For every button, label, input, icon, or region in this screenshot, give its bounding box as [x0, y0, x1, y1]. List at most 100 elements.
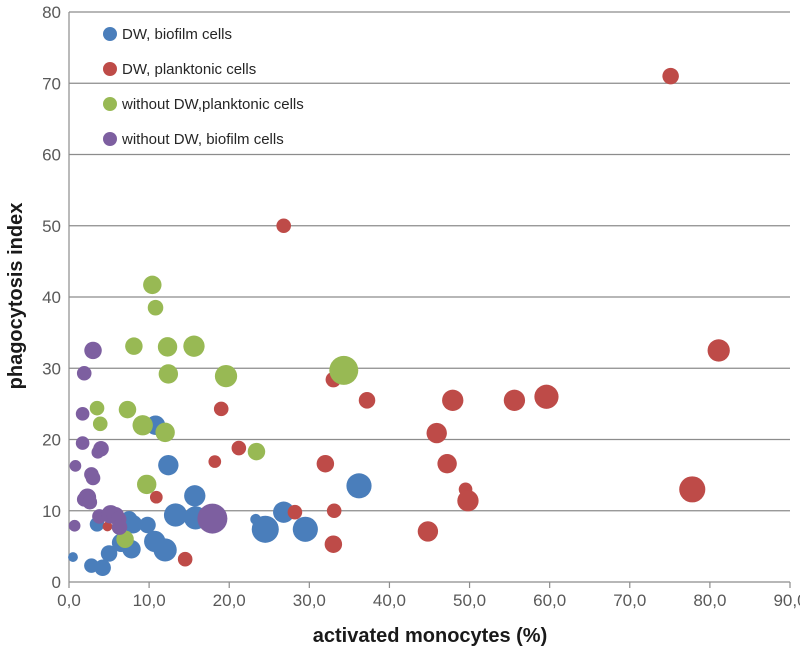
- legend-label: DW, planktonic cells: [122, 61, 256, 78]
- data-point: [273, 501, 295, 523]
- data-point: [143, 275, 162, 295]
- data-point: [100, 545, 118, 562]
- data-point: [137, 474, 157, 495]
- data-point: [247, 442, 266, 461]
- legend-marker: [103, 97, 117, 111]
- axes: 0 10 20 30 40 50 60 70 80 0,0 10,0 20,0 30,0 40,0 50,0…: [42, 3, 800, 610]
- data-point: [85, 470, 101, 486]
- data-point: [111, 519, 128, 535]
- y-tick-label: 0: [52, 573, 61, 592]
- data-point: [208, 455, 222, 468]
- legend-label: DW, biofilm cells: [122, 26, 232, 43]
- data-point: [68, 519, 81, 532]
- data-point: [316, 454, 335, 473]
- data-point: [132, 415, 153, 436]
- data-point: [177, 551, 193, 567]
- x-tick-label: 60,0: [533, 591, 566, 610]
- data-point: [84, 341, 102, 360]
- data-point: [118, 400, 137, 419]
- data-point: [155, 422, 175, 443]
- data-point: [89, 400, 105, 416]
- data-point: [324, 535, 343, 553]
- data-point: [662, 67, 679, 85]
- data-point: [158, 454, 179, 476]
- x-tick-label: 80,0: [693, 591, 726, 610]
- x-tick-label: 90,0: [773, 591, 800, 610]
- data-point: [75, 407, 90, 421]
- data-point: [123, 515, 143, 534]
- data-point: [287, 504, 303, 520]
- data-point: [276, 218, 291, 234]
- data-point: [68, 552, 78, 562]
- data-point: [417, 521, 439, 542]
- x-tick-label: 10,0: [133, 591, 166, 610]
- series-3: [68, 341, 228, 535]
- data-point: [503, 389, 526, 411]
- y-axis-title: phagocytosis index: [5, 203, 27, 390]
- data-point: [149, 490, 163, 504]
- x-tick-label: 0,0: [57, 591, 81, 610]
- y-tick-label: 30: [42, 359, 61, 378]
- series-1: [102, 67, 730, 567]
- legend: DW, biofilm cells DW, planktonic cells wit…: [103, 26, 304, 148]
- data-point: [125, 337, 143, 355]
- legend-marker: [103, 132, 117, 146]
- x-axis-title: activated monocytes (%): [313, 625, 548, 647]
- grid: [69, 11, 790, 512]
- x-tick-label: 20,0: [213, 591, 246, 610]
- data-point: [437, 454, 457, 474]
- data-point: [183, 335, 205, 357]
- data-point: [157, 337, 178, 357]
- y-tick-label: 40: [42, 288, 61, 307]
- legend-label: without DW,planktonic cells: [121, 96, 304, 113]
- data-point: [251, 515, 279, 543]
- x-tick-label: 50,0: [453, 591, 486, 610]
- y-tick-label: 60: [42, 146, 61, 165]
- data-point: [102, 521, 113, 532]
- legend-marker: [103, 27, 117, 41]
- data-point: [231, 440, 247, 456]
- data-point: [534, 384, 559, 409]
- data-point: [358, 392, 376, 409]
- y-tick-label: 80: [42, 3, 61, 22]
- data-point: [147, 299, 164, 316]
- data-point: [213, 401, 229, 417]
- legend-marker: [103, 62, 117, 76]
- x-tick-label: 40,0: [373, 591, 406, 610]
- data-point: [214, 364, 238, 388]
- data-point: [75, 436, 90, 450]
- data-point: [82, 494, 98, 510]
- legend-label: without DW, biofilm cells: [121, 131, 284, 148]
- data-point: [346, 473, 372, 499]
- data-point: [426, 422, 447, 444]
- data-point: [139, 516, 156, 534]
- data-point: [184, 485, 206, 507]
- data-point: [707, 339, 730, 362]
- data-point: [69, 460, 82, 472]
- data-point: [292, 516, 318, 542]
- data-point: [116, 530, 134, 548]
- data-point: [457, 490, 479, 512]
- data-point: [442, 389, 464, 411]
- data-point: [158, 364, 179, 384]
- y-tick-label: 70: [42, 74, 61, 93]
- series-2: [89, 275, 359, 548]
- data-point: [153, 538, 177, 562]
- data-point: [93, 440, 109, 457]
- data-point: [329, 355, 359, 385]
- data-point: [326, 503, 342, 519]
- data-point: [92, 416, 108, 432]
- y-tick-label: 50: [42, 217, 61, 236]
- data-point: [679, 476, 706, 503]
- data-point: [163, 503, 188, 527]
- y-tick-label: 10: [42, 502, 61, 521]
- data-point: [197, 503, 228, 534]
- data-point: [94, 559, 111, 577]
- x-tick-label: 30,0: [293, 591, 326, 610]
- y-tick-label: 20: [42, 431, 61, 450]
- data-point: [76, 365, 92, 381]
- x-tick-label: 70,0: [613, 591, 646, 610]
- data-points: [68, 67, 730, 577]
